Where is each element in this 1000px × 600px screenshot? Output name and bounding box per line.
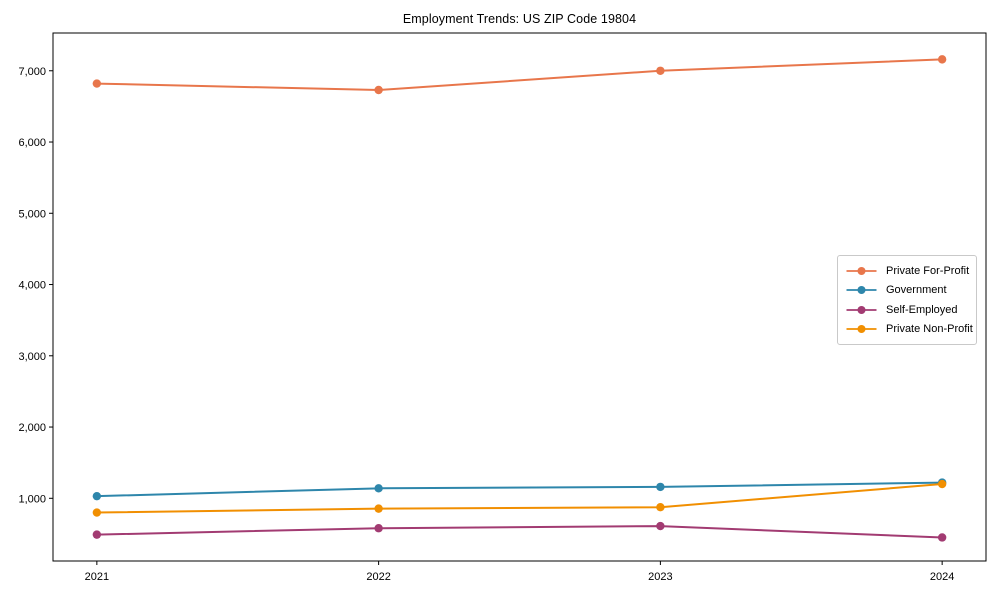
data-point-private-non-profit-2023	[656, 503, 665, 512]
legend-label: Self-Employed	[886, 303, 958, 316]
legend-label: Private For-Profit	[886, 264, 970, 277]
data-point-self-employed-2023	[656, 521, 665, 531]
legend-swatch-icon	[846, 305, 877, 314]
data-point-government-2023	[656, 482, 665, 492]
y-axis-tick-label: 5,000	[18, 208, 46, 220]
legend-label: Private Non-Profit	[886, 323, 973, 336]
y-axis-tick-label: 6,000	[18, 137, 46, 149]
data-point-government-2021	[92, 491, 102, 501]
series-line-private-non-profit	[95, 483, 944, 514]
legend-label: Government	[886, 284, 947, 297]
data-point-private-for-profit-2023	[656, 66, 665, 75]
series-line-government	[95, 481, 944, 498]
data-point-private-for-profit-2022	[374, 85, 383, 95]
series-line-self-employed	[95, 525, 944, 539]
data-point-private-non-profit-2021	[92, 508, 102, 517]
legend-item-private-non-profit: Private Non-Profit	[846, 323, 973, 335]
chart-title: Employment Trends: US ZIP Code 19804	[402, 12, 637, 26]
plot-area-frame	[52, 32, 987, 562]
legend-item-government: Government	[846, 284, 968, 296]
legend-item-private-for-profit: Private For-Profit	[846, 264, 970, 277]
y-axis-tick-label: 7,000	[18, 66, 46, 78]
chart-legend: Private For-Profit Government Self-Employe…	[837, 255, 977, 345]
data-point-private-non-profit-2022	[374, 504, 383, 513]
data-point-private-for-profit-2021	[92, 79, 102, 88]
data-point-private-non-profit-2024	[937, 479, 947, 489]
data-point-private-for-profit-2024	[937, 55, 947, 64]
legend-swatch-icon	[846, 325, 877, 334]
series-line-private-for-profit	[95, 58, 944, 92]
y-axis-tick-label: 2,000	[18, 422, 46, 434]
y-axis-tick-label: 3,000	[18, 351, 46, 363]
x-axis-tick-label: 2023	[648, 571, 672, 583]
legend-item-self-employed: Self-Employed	[846, 304, 968, 316]
data-point-self-employed-2021	[92, 530, 102, 539]
data-point-self-employed-2024	[937, 533, 947, 542]
x-axis-tick-label: 2021	[85, 571, 109, 583]
x-axis-tick-label: 2024	[930, 571, 954, 583]
y-axis-tick-label: 1,000	[18, 493, 46, 505]
data-point-government-2022	[374, 484, 383, 493]
y-axis-tick-label: 4,000	[18, 280, 46, 292]
x-axis-tick-label: 2022	[366, 571, 390, 583]
legend-swatch-icon	[846, 286, 877, 295]
legend-swatch-icon	[846, 266, 877, 275]
data-point-self-employed-2022	[374, 524, 383, 533]
